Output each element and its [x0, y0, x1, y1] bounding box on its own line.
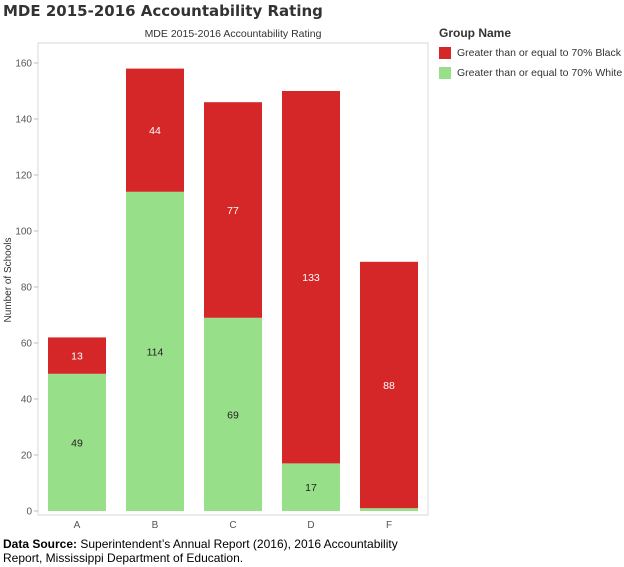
plot-frame: [37, 42, 429, 516]
chart-title: MDE 2015-2016 Accountability Rating: [145, 28, 322, 40]
bar-d-black: [282, 91, 340, 464]
x-tick-label: B: [152, 520, 159, 531]
legend-swatch-black: [439, 47, 451, 59]
data-source-text: Superintendent’s Annual Report (2016), 2…: [3, 537, 398, 565]
bar-b-white: [126, 191, 184, 512]
legend-swatch-white: [439, 67, 451, 79]
bar-c-black: [204, 102, 262, 318]
y-tick-label: 160: [15, 59, 32, 70]
data-source-note: Data Source: Superintendent’s Annual Rep…: [3, 537, 423, 565]
y-tick-label: 120: [15, 171, 32, 182]
bars: [48, 68, 418, 512]
bar-value-label: 44: [149, 125, 161, 137]
bar-value-label: 13: [71, 351, 83, 363]
bar-a-black: [48, 337, 106, 374]
bar-d-white: [282, 463, 340, 511]
bar-value-label: 77: [227, 205, 239, 217]
bar-value-label: 88: [383, 380, 395, 392]
x-tick-label: F: [386, 520, 392, 531]
y-tick-label: 100: [15, 227, 32, 238]
bar-c-white: [204, 317, 262, 511]
y-tick-label: 40: [21, 395, 33, 406]
legend-title: Group Name: [439, 26, 512, 40]
page-title: MDE 2015-2016 Accountability Rating: [3, 2, 323, 20]
plot-border: [37, 42, 429, 516]
legend-item-black[interactable]: Greater than or equal to 70% Black: [439, 43, 624, 63]
y-tick-label: 80: [21, 283, 33, 294]
legend-label-white: Greater than or equal to 70% White: [457, 67, 623, 79]
bar-value-label: 17: [305, 482, 317, 494]
bar-a-white: [48, 373, 106, 511]
legend-label-black: Greater than or equal to 70% Black: [457, 47, 622, 59]
data-source-lead: Data Source:: [3, 537, 78, 551]
bar-b-black: [126, 68, 184, 192]
bar-value-labels: 49 13 114 44 69 77 17 133 88: [71, 125, 395, 494]
legend-item-white[interactable]: Greater than or equal to 70% White: [439, 63, 624, 83]
bar-f-white: [360, 508, 418, 511]
bar-value-label: 49: [71, 437, 83, 449]
y-tick-label: 20: [21, 451, 33, 462]
y-axis-ticks: 0 20 40 60 80 100 120 140 160: [15, 59, 38, 518]
bar-value-label: 69: [227, 409, 239, 421]
legend: Group Name Greater than or equal to 70% …: [439, 26, 624, 83]
bar-value-label: 114: [147, 346, 164, 358]
x-tick-label: D: [307, 520, 314, 531]
bar-value-label: 133: [302, 272, 320, 284]
y-tick-label: 0: [26, 507, 32, 518]
x-tick-label: C: [229, 520, 236, 531]
y-tick-label: 140: [15, 115, 32, 126]
y-axis-label: Number of Schools: [3, 237, 14, 322]
bar-f-black: [360, 261, 418, 509]
x-tick-label: A: [74, 520, 81, 531]
y-tick-label: 60: [21, 339, 33, 350]
